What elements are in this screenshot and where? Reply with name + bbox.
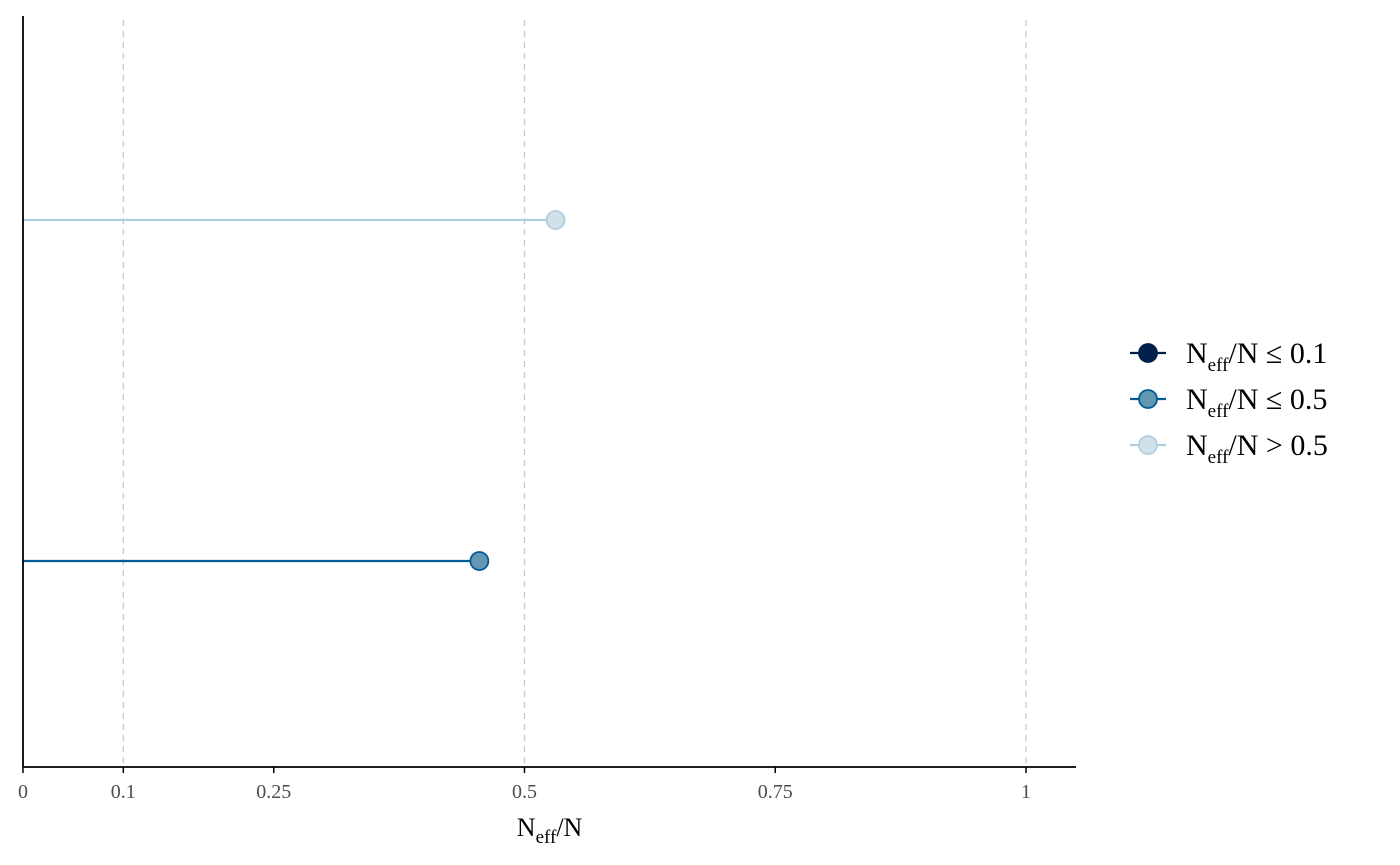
x-axis-title-main: N	[517, 813, 536, 842]
x-tick-label-3: 0.5	[512, 781, 537, 803]
x-axis-title-sub: eff	[536, 827, 557, 848]
legend-label-sub: eff	[1208, 401, 1229, 422]
legend-item-mid: Neff/N ≤ 0.5	[1130, 383, 1327, 422]
x-tick-label-1: 0.1	[111, 781, 136, 803]
x-tick-label-5: 1	[1021, 781, 1031, 803]
legend-item-low: Neff/N ≤ 0.1	[1130, 337, 1327, 376]
legend-label-rest: /N ≤ 0.5	[1228, 383, 1327, 416]
x-axis-title: Neff/N	[517, 813, 583, 848]
legend-label-rest: /N > 0.5	[1228, 429, 1327, 462]
lollipop-points	[469, 210, 566, 571]
legend-label-mid: Neff/N ≤ 0.5	[1186, 383, 1327, 422]
lollipop-point-1	[545, 210, 566, 230]
legend-label-main: N	[1186, 383, 1208, 416]
legend-label-main: N	[1186, 429, 1208, 462]
legend-key-point-mid	[1138, 389, 1158, 409]
legend-key-point-low	[1138, 343, 1158, 363]
x-axis-ticks	[22, 767, 1027, 773]
legend-label-sub: eff	[1208, 447, 1229, 468]
legend-label-sub: eff	[1208, 355, 1229, 376]
legend-label-high: Neff/N > 0.5	[1186, 429, 1328, 468]
legend-label-rest: /N ≤ 0.1	[1228, 337, 1327, 370]
x-axis-title-rest: /N	[556, 813, 582, 842]
reference-lines	[122, 20, 1027, 767]
lollipop-point-0	[469, 551, 490, 571]
legend-label-main: N	[1186, 337, 1208, 370]
lollipop-stems	[23, 218, 556, 563]
x-tick-label-0: 0	[18, 781, 28, 803]
x-tick-label-4: 0.75	[758, 781, 793, 803]
legend-key-point-high	[1138, 435, 1158, 455]
legend-label-low: Neff/N ≤ 0.1	[1186, 337, 1327, 376]
x-axis-tick-labels: 0 0.1 0.25 0.5 0.75 1	[18, 781, 1031, 803]
legend-item-high: Neff/N > 0.5	[1130, 429, 1328, 468]
x-tick-label-2: 0.25	[256, 781, 291, 803]
